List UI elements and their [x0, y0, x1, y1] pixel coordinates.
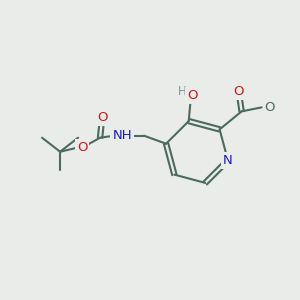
Text: O: O: [233, 85, 244, 98]
Text: NH: NH: [112, 129, 132, 142]
Text: O: O: [77, 141, 87, 154]
Text: O: O: [97, 111, 107, 124]
Text: O: O: [188, 88, 198, 102]
Text: O: O: [265, 101, 275, 114]
Text: H: H: [178, 85, 187, 98]
Text: N: N: [223, 154, 233, 167]
